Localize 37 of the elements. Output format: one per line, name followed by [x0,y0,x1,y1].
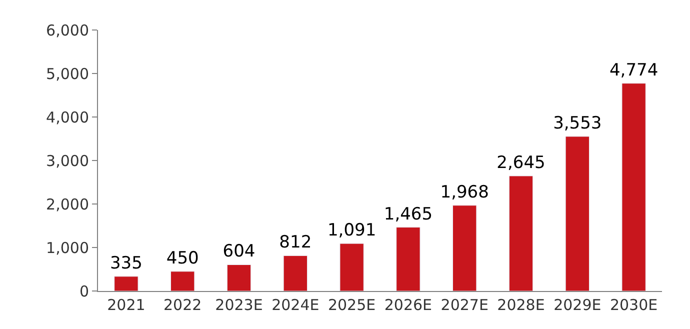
bar [340,243,364,291]
data-label: 604 [222,242,256,262]
data-label: 3,553 [553,113,602,134]
data-label: 450 [166,248,199,268]
y-tick-label: 4,000 [46,108,89,126]
x-tick-label: 2021 [107,296,146,314]
y-tick-label: 0 [79,282,89,300]
data-label: 335 [110,253,142,274]
bar [452,205,477,291]
x-tick-label: 2023E [215,296,263,314]
data-label: 2,645 [496,152,546,173]
x-tick-label: 2027E [440,296,488,314]
data-label: 812 [279,232,312,253]
y-tick-label: 6,000 [46,21,89,40]
x-tick-label: 2030E [610,296,658,314]
data-label: 4,774 [609,60,658,80]
x-tick-label: 2025E [328,296,376,314]
y-tick-label: 1,000 [46,238,89,257]
bar [508,176,534,291]
y-tick-label: 5,000 [46,64,89,83]
data-label: 1,465 [384,204,433,224]
y-tick-label: 2,000 [46,195,89,214]
x-tick-label: 2022 [164,296,202,314]
x-tick-label: 2028E [497,296,545,314]
bar [565,136,590,291]
bar [170,271,195,291]
data-label: 1,968 [440,182,489,202]
y-tick-label: 3,000 [46,152,89,170]
data-label: 1,091 [327,220,376,241]
bar [283,255,308,291]
x-tick-label: 2024E [272,296,320,314]
bar [114,276,138,291]
bar [622,83,646,291]
bar [226,264,252,291]
bar [396,227,420,291]
x-tick-label: 2029E [554,296,602,314]
x-tick-label: 2026E [384,296,432,314]
